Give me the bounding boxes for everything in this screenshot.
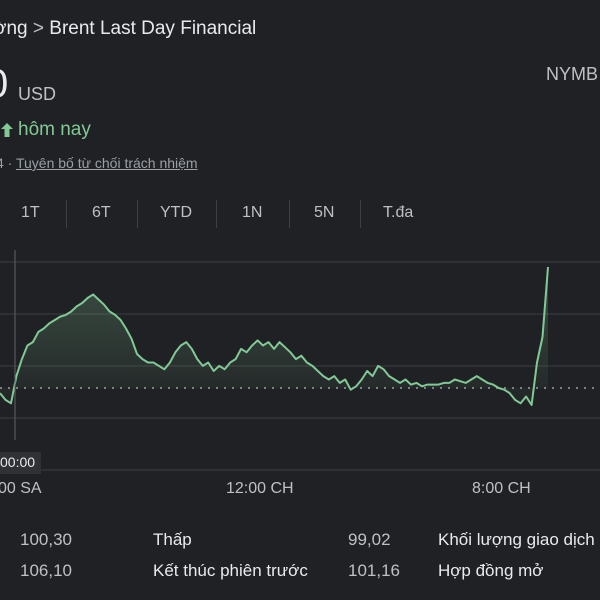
tab-divider <box>216 200 217 228</box>
page-title: Brent Last Day Financial <box>49 18 257 39</box>
stat-low-label: Thấp <box>153 530 192 549</box>
tab-divider <box>360 200 361 228</box>
tab-divider <box>66 200 67 228</box>
disclaimer-row: 4 · Tuyên bố từ chối trách nhiệm <box>0 155 198 171</box>
tab-1n[interactable]: 1N <box>242 204 263 221</box>
range-tabs: 1T 6T YTD 1N 5N T.đa <box>0 200 600 230</box>
currency-label: USD <box>18 84 57 104</box>
arrow-up-icon <box>1 123 13 137</box>
hover-time-tooltip: 00:00 <box>0 452 42 474</box>
stat-prev-close-value: 101,16 <box>348 561 400 580</box>
tab-5n[interactable]: 5N <box>314 204 335 221</box>
tab-divider <box>289 200 290 228</box>
breadcrumb-prev[interactable]: ờng <box>0 18 28 39</box>
timestamp-fragment: 4 · <box>0 155 13 171</box>
stat-high-value: 106,10 <box>20 561 72 580</box>
price-change: hôm nay <box>0 119 91 141</box>
x-tick-label: 12:00 CH <box>226 480 294 497</box>
stat-low-value: 99,02 <box>348 530 391 549</box>
chart-series-line <box>0 266 549 406</box>
stat-open-value: 100,30 <box>20 530 72 549</box>
current-price: 0 <box>0 62 8 107</box>
tab-6t[interactable]: 6T <box>92 204 111 221</box>
price-chart[interactable] <box>0 250 600 480</box>
tab-divider <box>137 200 138 228</box>
x-tick-label: 00 SA <box>0 480 42 497</box>
disclaimer-link[interactable]: Tuyên bố từ chối trách nhiệm <box>15 155 198 171</box>
change-label: hôm nay <box>18 119 91 140</box>
stat-prev-close-label: Kết thúc phiên trước <box>153 561 308 580</box>
breadcrumb-separator: > <box>32 18 44 39</box>
tab-1t[interactable]: 1T <box>21 204 40 221</box>
stat-open-interest-label: Hợp đồng mở <box>438 561 544 580</box>
breadcrumb: ờng > Brent Last Day Financial <box>0 18 256 40</box>
tab-max[interactable]: T.đa <box>383 204 414 221</box>
stat-volume-label: Khối lượng giao dịch <box>438 530 595 549</box>
exchange-label: NYMB <box>546 64 599 84</box>
tab-ytd[interactable]: YTD <box>160 204 192 221</box>
chart-area-fill <box>0 267 548 405</box>
x-tick-label: 8:00 CH <box>472 480 531 497</box>
